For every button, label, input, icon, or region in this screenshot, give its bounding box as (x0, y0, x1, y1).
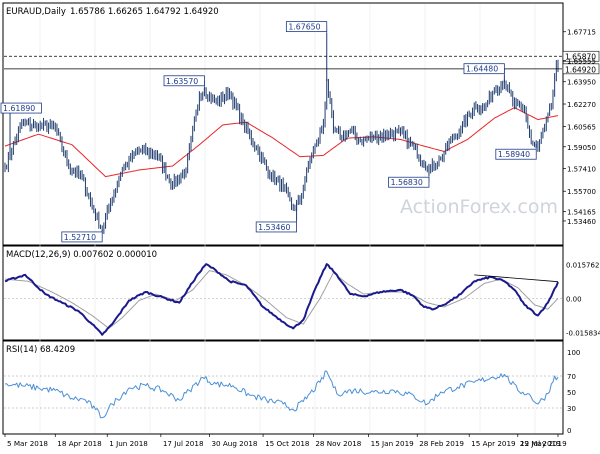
y-tick-label: 1.59050 (567, 144, 596, 152)
x-tick-label: 15 Jan 2019 (371, 439, 415, 448)
y-tick-label: 1.53460 (567, 218, 596, 226)
macd-title: MACD(12,26,9) 0.007602 0.000010 (6, 250, 157, 260)
annotation-box (255, 221, 297, 233)
price-tag-box (562, 50, 600, 62)
price-tags: 1.65870 1.64920 (4, 50, 600, 75)
y-tick-label: 1.65555 (567, 57, 596, 65)
rsi-line (4, 370, 562, 419)
x-tick-label: 28 Feb 2019 (419, 439, 464, 448)
annotation-label: 1.63570 (166, 77, 198, 86)
price-panel (2, 2, 564, 246)
annotation-label: 1.56830 (391, 178, 423, 187)
macd-lines (4, 263, 562, 336)
price-bars (4, 32, 559, 235)
x-tick-label: 29 May 2019 (520, 439, 567, 448)
rsi-line-path (4, 370, 559, 419)
y-tick-label: 1.57410 (567, 166, 596, 174)
annotation-label: 1.53460 (258, 223, 290, 232)
x-tick-label: 30 Aug 2018 (211, 439, 257, 448)
x-tick-label: 5 Mar 2018 (7, 439, 48, 448)
y-tick-label: 1.55700 (567, 188, 596, 196)
ohlc-values: 1.65786 1.66265 1.64792 1.64920 (70, 7, 219, 17)
annotation-label: 1.52710 (64, 233, 96, 242)
price-tag-box (562, 63, 600, 75)
macd-tick-label: 0.015762 (566, 262, 599, 270)
ema-line (4, 107, 559, 178)
macd-signal-line (4, 270, 559, 329)
grid-lines (39, 4, 536, 433)
x-tick-label: 15 Apr 2019 (471, 439, 516, 448)
rsi-tick-label: 50 (567, 389, 576, 397)
annotation-box (388, 176, 430, 188)
price-annotations: 1.67650 1.63570 1.52710 1.53460 1.56830 1.644… (0, 21, 537, 243)
rsi-tick-label: 0 (567, 427, 571, 435)
price-tag-label: 1.65870 (565, 53, 596, 62)
annotation-label: 1.67650 (288, 23, 320, 32)
ema-line-path (4, 107, 559, 178)
rsi-tick-label: 100 (567, 349, 580, 357)
annotation-box (61, 231, 103, 243)
annotation-box (495, 148, 537, 160)
annotation-box (463, 63, 505, 75)
x-tick-label: 18 Apr 2018 (57, 439, 102, 448)
rsi-panel (2, 340, 564, 435)
annotation-label: 1.64480 (466, 65, 498, 74)
x-tick-label: 12 Jul 2019 (520, 439, 561, 448)
y-tick-label: 1.63950 (567, 79, 596, 87)
x-tick-label: 15 Oct 2018 (265, 439, 310, 448)
price-tag-label: 1.64920 (565, 65, 596, 74)
y-tick-label: 1.54165 (567, 209, 596, 217)
chart-title: EURAUD,Daily (6, 7, 66, 17)
annotation-box (0, 102, 42, 114)
rsi-tick-label: 70 (567, 373, 576, 381)
x-tick-label: 1 Jun 2018 (109, 439, 148, 448)
x-tick-label: 28 Nov 2018 (315, 439, 361, 448)
annotation-box (285, 21, 328, 33)
y-tick-label: 1.62270 (567, 101, 596, 109)
rsi-title: RSI(14) 68.4209 (6, 345, 75, 355)
watermark: ActionForex.com (400, 196, 558, 218)
axis-labels: 1.67715 1.65555 1.63950 1.62270 1.60565 1.590… (4, 29, 600, 448)
y-tick-label: 1.60565 (567, 124, 596, 132)
macd-tick-label: -0.015834 (566, 329, 600, 337)
annotation-label: 1.61890 (3, 104, 35, 113)
macd-main-line (4, 263, 559, 336)
annotation-label: 1.58940 (498, 150, 530, 159)
annotation-box (163, 75, 205, 87)
macd-trendline (474, 274, 559, 283)
macd-panel (2, 245, 564, 341)
x-tick-label: 17 Jul 2018 (163, 439, 204, 448)
y-tick-label: 1.67715 (567, 29, 596, 37)
macd-tick-label: 0.00 (566, 295, 582, 303)
rsi-tick-label: 30 (567, 405, 576, 413)
